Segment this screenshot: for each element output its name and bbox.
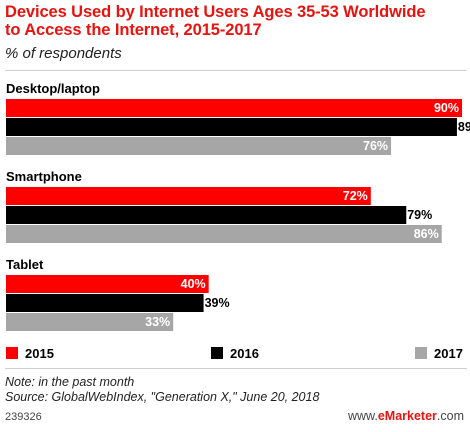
bar-value-label: 79% [407, 208, 432, 222]
legend-label-2016: 2016 [230, 345, 259, 361]
category-label: Desktop/laptop [6, 81, 100, 96]
bar-2016 [6, 206, 407, 224]
bar-value-label: 89% [458, 120, 470, 134]
bar-2017 [6, 313, 174, 331]
bar-2015 [6, 187, 371, 205]
legend-item-2017: 2017 [415, 345, 463, 361]
footnote: Note: in the past month [5, 375, 135, 389]
bar-value-label: 90% [434, 101, 459, 115]
bottom-divider [5, 368, 467, 369]
bar-value-label: 86% [414, 227, 439, 241]
source-note: Source: GlobalWebIndex, "Generation X," … [5, 390, 320, 404]
chart-title-line2: to Access the Internet, 2015-2017 [5, 21, 262, 39]
bar-value-label: 76% [363, 139, 388, 153]
bar-2015 [6, 275, 209, 293]
chart-title: Devices Used by Internet Users Ages 35-5… [5, 3, 467, 39]
legend-label-2015: 2015 [25, 345, 54, 361]
chart-subtitle: % of respondents [5, 45, 122, 62]
legend-swatch-2015 [6, 347, 18, 359]
legend-swatch-2016 [211, 347, 223, 359]
top-divider [5, 70, 467, 71]
bar-value-label: 33% [145, 315, 170, 329]
bar-value-label: 39% [205, 296, 230, 310]
legend-label-2017: 2017 [434, 345, 463, 361]
legend-item-2015: 2015 [6, 345, 54, 361]
chart-id: 239326 [5, 411, 42, 423]
bar-2016 [6, 118, 457, 136]
chart-title-line1: Devices Used by Internet Users Ages 35-5… [5, 3, 426, 21]
bar-2017 [6, 137, 392, 155]
bar-chart: Desktop/laptop 90% 89% 76% Smartphone 72% 79% 8… [6, 81, 470, 331]
bar-value-label: 40% [181, 277, 206, 291]
legend-item-2016: 2016 [211, 345, 259, 361]
bar-2017 [6, 225, 442, 243]
category-label: Tablet [6, 257, 44, 272]
brand-logo: www.eMarketer.com [347, 409, 464, 423]
category-label: Smartphone [6, 169, 82, 184]
bar-value-label: 72% [343, 189, 368, 203]
bar-2016 [6, 294, 204, 312]
bar-2015 [6, 99, 462, 117]
legend-swatch-2017 [415, 347, 427, 359]
